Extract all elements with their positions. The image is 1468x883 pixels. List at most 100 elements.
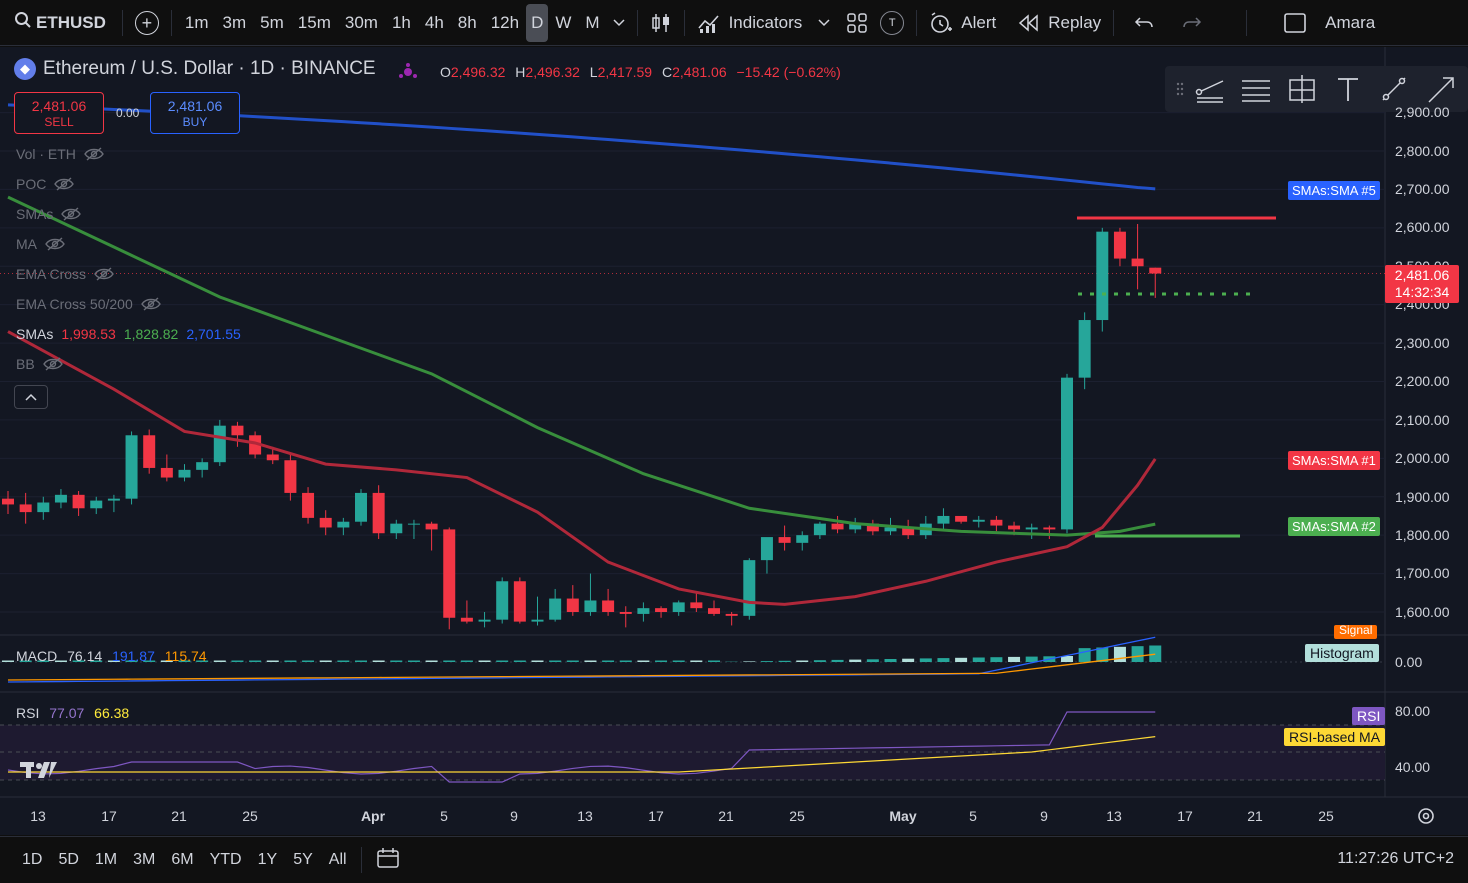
macd-histogram-bar <box>531 660 544 662</box>
collapse-legend-button[interactable] <box>14 385 48 409</box>
indicator-ema-cross[interactable]: EMA Cross <box>16 266 114 282</box>
indicator-smas-hidden-label: SMAs <box>16 206 54 222</box>
indicator-ma[interactable]: MA <box>16 236 65 252</box>
indicator-smas[interactable]: SMAs 1,998.53 1,828.82 2,701.55 <box>16 326 241 342</box>
candle-body <box>990 519 1003 526</box>
macd-histogram-bar <box>849 659 862 662</box>
interval-m[interactable]: M <box>585 12 600 32</box>
replay-button[interactable]: Replay <box>1012 0 1107 46</box>
interval-15m[interactable]: 15m <box>297 12 331 32</box>
trend-lines-tool[interactable] <box>1187 66 1233 112</box>
candle-body <box>143 435 156 468</box>
range-1m[interactable]: 1M <box>94 851 118 868</box>
divider <box>1246 9 1248 36</box>
indicator-bb[interactable]: BB <box>16 356 63 372</box>
chart-canvas[interactable] <box>0 47 1468 835</box>
range-1y[interactable]: 1Y <box>257 851 278 868</box>
sma5-tag[interactable]: SMAs:SMA #5 <box>1288 181 1380 200</box>
purple-network-icon[interactable] <box>398 62 418 82</box>
price-label: 2,600.00 <box>1395 219 1450 235</box>
symbol-search[interactable]: ETHUSD <box>0 0 112 46</box>
indicator-vol[interactable]: Vol · ETH <box>16 146 104 162</box>
range-5y[interactable]: 5Y <box>293 851 313 868</box>
eye-off-icon[interactable] <box>61 207 82 221</box>
alert-button[interactable]: Alert <box>923 0 1002 46</box>
layout-button[interactable]: Amara <box>1277 0 1381 46</box>
macd-legend[interactable]: MACD 76.14 191.87 115.74 <box>16 648 207 664</box>
interval-3m[interactable]: 3m <box>222 12 247 32</box>
interval-1h[interactable]: 1h <box>391 12 411 32</box>
horizontal-lines-tool[interactable] <box>1233 66 1279 112</box>
indicator-smas-hidden[interactable]: SMAs <box>16 206 82 222</box>
candle-body <box>672 602 685 612</box>
rsi-40-label: 40.00 <box>1395 759 1431 775</box>
macd-histogram-bar <box>407 660 420 662</box>
interval-4h[interactable]: 4h <box>424 12 444 32</box>
interval-dropdown[interactable] <box>607 0 631 46</box>
indicator-ema-cross-50-200[interactable]: EMA Cross 50/200 <box>16 296 161 312</box>
chart-type-button[interactable] <box>644 0 678 46</box>
macd-histogram-bar <box>213 660 226 662</box>
eye-off-icon[interactable] <box>54 177 75 191</box>
eye-off-icon[interactable] <box>84 147 104 161</box>
rsi-legend[interactable]: RSI 77.07 66.38 <box>16 705 129 721</box>
range-3m[interactable]: 3M <box>133 851 156 868</box>
eye-off-icon[interactable] <box>45 237 65 251</box>
drag-handle[interactable] <box>1173 66 1187 112</box>
eye-off-icon[interactable] <box>94 267 114 281</box>
templates-button[interactable] <box>840 0 874 46</box>
macd-histogram-bar <box>584 660 597 662</box>
eye-off-icon[interactable] <box>42 357 63 371</box>
indicator-poc[interactable]: POC <box>16 176 75 192</box>
candle-body <box>231 425 244 436</box>
interval-1m[interactable]: 1m <box>184 12 209 32</box>
candle-body <box>2 498 14 505</box>
goto-date-button[interactable] <box>368 847 408 874</box>
undo-button[interactable] <box>1120 0 1168 46</box>
t-button[interactable]: T <box>874 0 910 46</box>
redo-button[interactable] <box>1168 0 1216 46</box>
candle-body <box>1078 320 1091 378</box>
range-ytd[interactable]: YTD <box>209 851 242 868</box>
range-1d[interactable]: 1D <box>22 851 43 868</box>
candle-body <box>902 527 915 536</box>
open-label: O <box>440 64 451 80</box>
brush-tool[interactable] <box>1371 66 1417 112</box>
price-label: 1,600.00 <box>1395 604 1450 620</box>
arrow-tool[interactable] <box>1417 66 1463 112</box>
eye-off-icon[interactable] <box>140 297 161 311</box>
interval-5m[interactable]: 5m <box>260 12 284 32</box>
interval-8h[interactable]: 8h <box>457 12 477 32</box>
macd-histogram-bar <box>902 658 915 662</box>
macd-histogram-bar <box>549 660 562 662</box>
indicators-dropdown[interactable] <box>808 0 840 46</box>
interval-w[interactable]: W <box>555 12 572 32</box>
chart-area[interactable] <box>0 47 1468 835</box>
sma1-tag[interactable]: SMAs:SMA #1 <box>1288 451 1380 470</box>
range-5d[interactable]: 5D <box>58 851 79 868</box>
interval-30m[interactable]: 30m <box>344 12 378 32</box>
range-6m[interactable]: 6M <box>171 851 194 868</box>
clock[interactable]: 11:27:26 UTC+2 <box>1337 850 1454 867</box>
buy-button[interactable]: 2,481.06 BUY <box>150 92 240 134</box>
legend-title[interactable]: ◆ Ethereum / U.S. Dollar · 1D · BINANCE <box>14 58 376 80</box>
candle-body <box>1043 527 1056 530</box>
interval-12h[interactable]: 12h <box>490 12 520 32</box>
candle-body <box>549 598 562 620</box>
macd-histogram-bar <box>1113 646 1126 662</box>
sma2-tag[interactable]: SMAs:SMA #2 <box>1288 517 1380 536</box>
candle-body <box>1025 527 1038 530</box>
measure-tool[interactable] <box>1279 66 1325 112</box>
text-tool[interactable] <box>1325 66 1371 112</box>
indicators-button[interactable]: Indicators <box>691 0 809 46</box>
macd-label: MACD <box>16 648 58 664</box>
time-label: 21 <box>171 808 187 824</box>
compare-button[interactable]: + <box>129 0 165 46</box>
tradingview-logo[interactable] <box>18 758 60 780</box>
chevron-down-icon <box>613 18 625 26</box>
range-all[interactable]: All <box>328 851 347 868</box>
settings-icon[interactable] <box>1416 806 1436 826</box>
sell-button[interactable]: 2,481.06 SELL <box>14 92 104 134</box>
macd-histogram-bar <box>672 660 685 662</box>
interval-d[interactable]: D <box>526 3 549 42</box>
